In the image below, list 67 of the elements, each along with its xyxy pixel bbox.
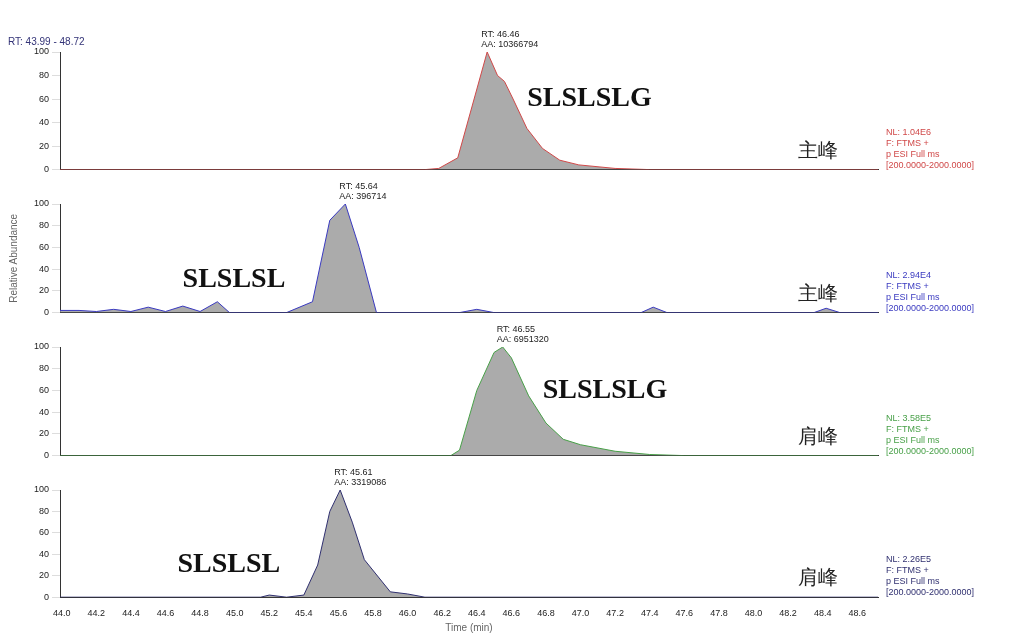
- y-tick-label: 0: [43, 450, 49, 461]
- y-tick-label: 40: [38, 263, 49, 274]
- x-tick-label: 45.2: [260, 608, 279, 619]
- y-tick-label: 60: [38, 241, 49, 252]
- x-tick-label: 48.4: [813, 608, 832, 619]
- x-tick-label: 45.6: [329, 608, 348, 619]
- x-tick-label: 46.8: [537, 608, 555, 619]
- y-tick-label: 20: [38, 428, 49, 439]
- y-axis-title: Relative Abundance: [7, 213, 19, 303]
- annotation: SLSLSL: [177, 547, 281, 579]
- y-tick-label: 80: [38, 505, 49, 516]
- text: NL: 2.94E4 F: FTMS + p ESI Full ms [200.0000-2000.0000]: [886, 269, 975, 313]
- x-tick-label: 48.0: [744, 608, 763, 619]
- x-tick-label: 47.0: [571, 608, 590, 619]
- y-tick-label: 0: [43, 307, 49, 318]
- annotation: RT: 45.64 AA: 396714: [339, 180, 387, 201]
- x-tick-label: 44.6: [156, 608, 175, 619]
- y-tick-label: 80: [38, 220, 49, 231]
- y-tick-label: 80: [38, 363, 49, 374]
- x-tick-label: 47.6: [675, 608, 694, 619]
- x-tick-label: 45.4: [295, 608, 313, 619]
- annotation: RT: 46.55 AA: 6951320: [496, 323, 549, 344]
- x-tick-label: 45.0: [225, 608, 244, 619]
- x-tick-label: 46.0: [398, 608, 417, 619]
- x-tick-label: 46.2: [433, 608, 451, 619]
- x-tick-label: 44.0: [52, 608, 71, 619]
- annotation: 主峰: [798, 280, 838, 305]
- y-tick-label: 60: [38, 384, 49, 395]
- y-tick-label: 20: [38, 570, 49, 581]
- annotation: 肩峰: [798, 565, 838, 590]
- x-tick-label: 44.2: [87, 608, 106, 619]
- y-tick-label: 100: [33, 46, 49, 57]
- x-tick-label: 47.4: [640, 608, 659, 619]
- y-tick-label: 40: [38, 406, 49, 417]
- y-tick-label: 0: [43, 591, 49, 602]
- y-tick-label: 20: [38, 285, 49, 296]
- x-tick-label: 45.8: [364, 608, 382, 619]
- annotation: SLSLSL: [182, 262, 286, 294]
- annotation: 肩峰: [798, 423, 838, 448]
- y-tick-label: 100: [33, 198, 49, 209]
- y-tick-label: 60: [38, 527, 49, 538]
- annotation: RT: 45.61 AA: 3319086: [334, 466, 387, 487]
- x-tick-label: 46.4: [468, 608, 486, 619]
- x-tick-label: 44.4: [122, 608, 140, 619]
- x-tick-label: 48.6: [848, 608, 867, 619]
- chart-title: RT: 43.99 - 48.72: [8, 35, 85, 47]
- x-tick-label: 47.8: [710, 608, 728, 619]
- x-tick-label: 44.8: [191, 608, 209, 619]
- y-tick-label: 40: [38, 117, 49, 128]
- y-tick-label: 100: [33, 484, 49, 495]
- x-tick-label: 47.2: [606, 608, 624, 619]
- y-tick-label: 100: [33, 341, 49, 352]
- x-tick-label: 46.6: [502, 608, 521, 619]
- y-tick-label: 80: [38, 70, 49, 80]
- y-tick-label: 0: [43, 164, 49, 175]
- annotation: SLSLSLG: [527, 81, 652, 113]
- text: NL: 1.04E6 F: FTMS + p ESI Full ms [200.0000-2000.0000]: [886, 126, 975, 170]
- x-tick-label: 48.2: [779, 608, 797, 619]
- annotation: RT: 46.46 AA: 10366794: [481, 28, 539, 49]
- y-tick-label: 20: [38, 140, 49, 151]
- y-tick-label: 60: [38, 93, 49, 104]
- x-axis-title: Time (min): [445, 621, 493, 633]
- y-tick-label: 40: [38, 548, 49, 559]
- text: NL: 3.58E5 F: FTMS + p ESI Full ms [200.0000-2000.0000]: [886, 412, 975, 456]
- annotation: 主峰: [798, 137, 838, 162]
- text: NL: 2.26E5 F: FTMS + p ESI Full ms [200.0000-2000.0000]: [886, 554, 975, 598]
- annotation: SLSLSLG: [542, 372, 668, 404]
